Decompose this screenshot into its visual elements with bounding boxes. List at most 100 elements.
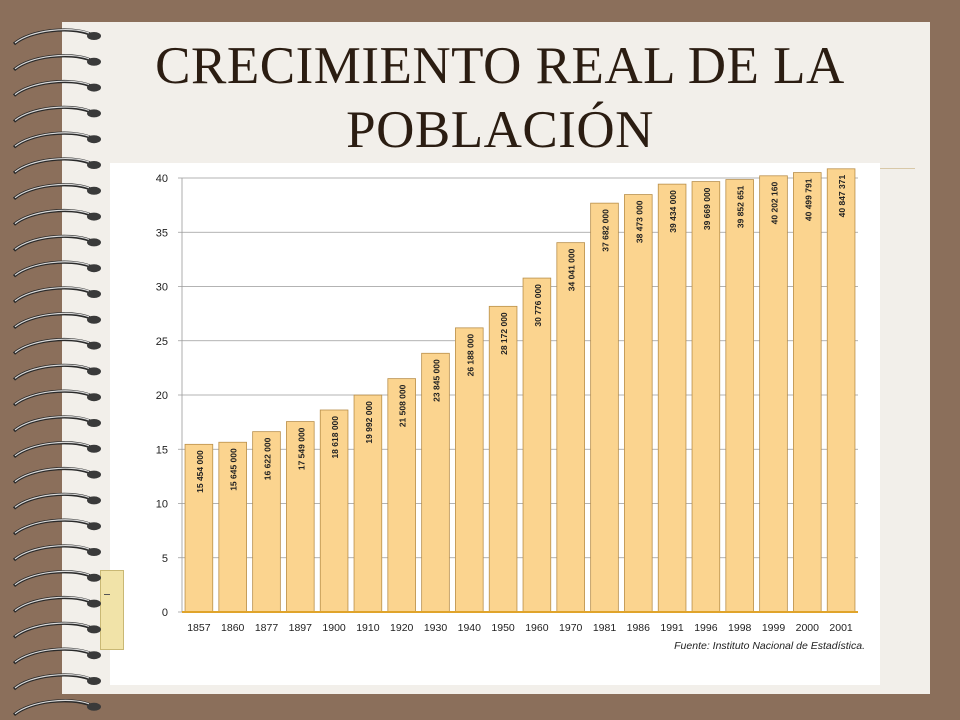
bar-value-label: 16 622 000	[263, 437, 273, 480]
x-tick-label: 1991	[660, 622, 684, 634]
x-tick-label: 1986	[627, 622, 651, 634]
bar-1970	[556, 242, 585, 613]
chart-panel: 0 5 10 15 20 25 30 35 40 15 454 000 15 645 000 16 …	[110, 163, 880, 685]
binding-ring	[12, 544, 101, 562]
y-tick-label: 40	[156, 173, 168, 185]
binding-ring	[12, 105, 101, 123]
binding-ring	[12, 208, 101, 226]
binding-ring	[12, 441, 101, 459]
y-tick-label: 35	[156, 227, 168, 239]
bar-value-label: 23 845 000	[432, 359, 442, 402]
x-tick-label: 1950	[491, 622, 515, 634]
x-tick-label: 1981	[593, 622, 617, 634]
x-tick-label: 1900	[322, 622, 346, 634]
bar-value-label: 17 549 000	[296, 427, 306, 470]
bar-value-label: 15 645 000	[229, 448, 239, 491]
binding-ring	[12, 492, 101, 510]
y-tick-label: 20	[156, 390, 168, 402]
bar-value-label: 15 454 000	[195, 450, 205, 493]
x-tick-label: 1999	[762, 622, 786, 634]
binding-ring	[12, 647, 101, 665]
binding-ring	[12, 28, 101, 46]
bar-value-label: 34 041 000	[567, 248, 577, 291]
binding-ring	[12, 183, 101, 201]
binding-ring	[12, 595, 101, 613]
binding-ring	[12, 621, 101, 639]
bar-value-label: 26 188 000	[465, 334, 475, 377]
spiral-binding	[12, 28, 101, 717]
bar-value-label: 39 669 000	[702, 187, 712, 230]
bar-1981	[590, 202, 619, 613]
bar-value-label: 40 847 371	[837, 175, 847, 218]
bar-1960	[522, 277, 552, 613]
x-tick-label: 1960	[525, 622, 549, 634]
binding-ring	[12, 389, 101, 407]
bar-1996	[691, 181, 721, 613]
sticky-note-mark	[104, 594, 110, 595]
y-tick-label: 10	[156, 499, 168, 511]
y-tick-label: 0	[162, 607, 168, 619]
bar-2001	[826, 168, 856, 613]
x-tick-label: 1897	[289, 622, 313, 634]
bar-1920	[387, 378, 416, 613]
bar-value-labels: 15 454 000 15 645 000 16 622 000 17 549 000…	[195, 175, 847, 493]
bar-value-label: 18 618 000	[330, 416, 340, 459]
bar-1900	[319, 409, 349, 613]
source-note: Fuente: Instituto Nacional de Estadístic…	[674, 640, 865, 652]
x-tick-labels: 1857 1860 1877 1897 1900 1910 1920 1930 1940 1950…	[187, 622, 853, 634]
binding-ring	[12, 337, 101, 355]
y-tick-label: 5	[162, 553, 168, 565]
bar-1910	[353, 394, 383, 613]
bar-1940	[455, 327, 484, 613]
bar-value-label: 21 508 000	[398, 384, 408, 427]
x-tick-label: 1877	[255, 622, 279, 634]
y-tick-label: 30	[156, 282, 168, 294]
binding-ring	[12, 673, 101, 691]
bar-1991	[657, 183, 687, 613]
bar-1998	[725, 179, 754, 613]
binding-ring	[12, 260, 101, 278]
binding-ring	[12, 131, 101, 149]
x-tick-label: 1940	[458, 622, 482, 634]
binding-ring	[12, 54, 101, 72]
x-tick-label: 1910	[356, 622, 380, 634]
binding-ring	[12, 415, 101, 433]
bar-2000	[793, 172, 822, 613]
binding-ring	[12, 518, 101, 536]
binding-ring	[12, 234, 101, 252]
x-tick-label: 2000	[796, 622, 820, 634]
bar-value-label: 38 473 000	[634, 200, 644, 243]
bar-value-label: 39 434 000	[668, 190, 678, 233]
binding-ring	[12, 286, 101, 304]
x-tick-label: 1996	[694, 622, 718, 634]
x-tick-label: 1930	[424, 622, 448, 634]
y-tick-label: 15	[156, 444, 168, 456]
binding-ring	[12, 570, 101, 588]
bar-value-label: 37 682 000	[601, 209, 611, 252]
bar-1950	[488, 305, 518, 613]
bar-1930	[421, 352, 450, 613]
binding-ring	[12, 363, 101, 381]
x-tick-label: 1857	[187, 622, 211, 634]
bar-value-label: 19 992 000	[364, 401, 374, 444]
slide-title: CRECIMIENTO REAL DE LA POBLACIÓN	[100, 34, 900, 162]
x-tick-label: 1998	[728, 622, 752, 634]
binding-ring	[12, 466, 101, 484]
bar-value-label: 40 202 160	[770, 182, 780, 225]
x-tick-label: 1970	[559, 622, 583, 634]
x-tick-label: 1920	[390, 622, 414, 634]
y-tick-label: 25	[156, 336, 168, 348]
slide-title-line-2: POBLACIÓN	[346, 101, 654, 159]
bar-value-label: 39 852 651	[736, 185, 746, 228]
binding-ring	[12, 157, 101, 175]
bar-value-label: 28 172 000	[499, 312, 509, 355]
x-tick-label: 1860	[221, 622, 245, 634]
bar-1999	[759, 175, 788, 613]
bar-value-label: 30 776 000	[533, 284, 543, 327]
x-tick-label: 2001	[829, 622, 853, 634]
binding-ring	[12, 312, 101, 330]
binding-ring	[12, 79, 101, 97]
bars	[182, 168, 858, 613]
population-bar-chart: 0 5 10 15 20 25 30 35 40 15 454 000 15 645 000 16 …	[156, 168, 865, 652]
slide-title-line-1: CRECIMIENTO REAL DE LA	[155, 37, 845, 95]
